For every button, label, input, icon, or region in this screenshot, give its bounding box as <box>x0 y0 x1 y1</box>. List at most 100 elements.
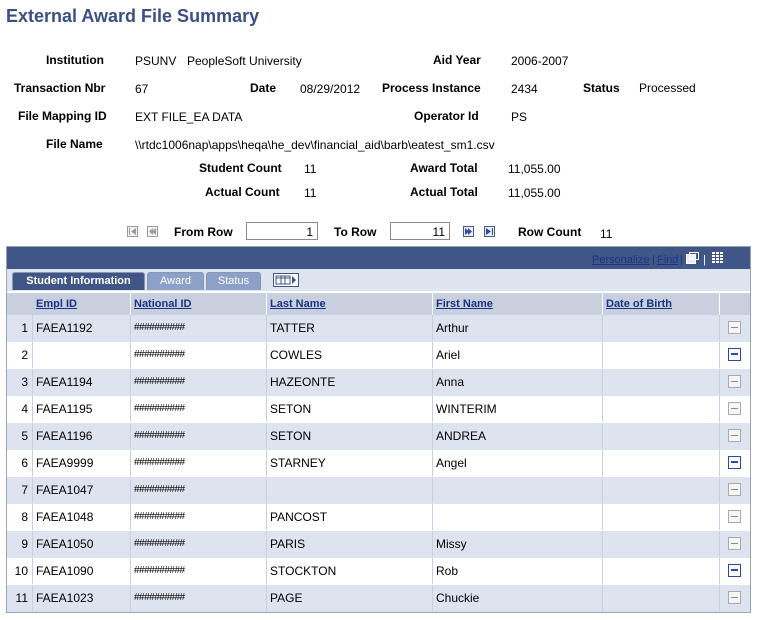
empl-id-cell <box>33 342 131 368</box>
link-separator: | <box>652 254 655 266</box>
file-name-value: \\rtdc1006nap\apps\heqa\he_dev\financial… <box>135 138 495 152</box>
award-total-value: 11,055.00 <box>508 162 561 176</box>
empl-id-cell: FAEA1048 <box>33 504 131 530</box>
institution-code: PSUNV <box>135 54 177 68</box>
aid-year-label: Aid Year <box>433 53 481 67</box>
national-id-cell: ########## <box>131 423 267 449</box>
first-name-cell: Ariel <box>433 342 603 368</box>
delete-row-icon[interactable] <box>728 429 741 442</box>
table-row: 5 FAEA1196 ########## SETON ANDREA <box>7 423 750 450</box>
to-row-input[interactable]: 11 <box>390 222 450 240</box>
grid-title-bar <box>7 247 750 269</box>
file-name-label: File Name <box>46 137 103 151</box>
delete-row-icon[interactable] <box>728 564 741 577</box>
process-instance-label: Process Instance <box>382 81 481 95</box>
previous-page-icon <box>147 226 158 237</box>
national-id-cell: ########## <box>131 450 267 476</box>
column-empl-id[interactable]: Empl ID <box>33 293 131 315</box>
last-name-cell: PAGE <box>267 585 433 611</box>
row-number: 1 <box>7 315 33 341</box>
show-all-columns-icon[interactable] <box>273 273 299 287</box>
delete-row-icon[interactable] <box>728 456 741 469</box>
file-mapping-id-label: File Mapping ID <box>18 109 107 123</box>
from-row-input[interactable]: 1 <box>246 222 318 240</box>
date-of-birth-cell <box>603 396 720 422</box>
operator-id-label: Operator Id <box>414 109 479 123</box>
delete-row-icon[interactable] <box>728 348 741 361</box>
last-name-cell: SETON <box>267 423 433 449</box>
national-id-cell: ########## <box>131 315 267 341</box>
first-name-cell: Angel <box>433 450 603 476</box>
next-page-icon[interactable] <box>463 226 474 237</box>
student-count-value: 11 <box>304 162 317 176</box>
delete-row-icon[interactable] <box>728 537 741 550</box>
link-separator-3: | <box>703 254 706 266</box>
table-row: 3 FAEA1194 ########## HAZEONTE Anna <box>7 369 750 396</box>
new-window-icon[interactable] <box>686 252 699 264</box>
last-page-icon[interactable] <box>484 226 495 237</box>
national-id-cell: ########## <box>131 477 267 503</box>
date-of-birth-cell <box>603 531 720 557</box>
last-name-cell <box>267 477 433 503</box>
personalize-link[interactable]: Personalize <box>592 254 650 266</box>
transaction-nbr-label: Transaction Nbr <box>14 81 106 95</box>
table-row: 10 FAEA1090 ########## STOCKTON Rob <box>7 558 750 585</box>
date-of-birth-cell <box>603 369 720 395</box>
first-name-cell <box>433 477 603 503</box>
row-number: 10 <box>7 558 33 584</box>
to-row-label: To Row <box>334 225 377 239</box>
table-row: 8 FAEA1048 ########## PANCOST <box>7 504 750 531</box>
student-count-label: Student Count <box>199 161 282 175</box>
link-separator-2: | <box>680 254 683 266</box>
status-value: Processed <box>639 81 696 95</box>
find-link[interactable]: Find <box>657 254 679 266</box>
grid-header-row <box>7 293 750 315</box>
delete-row-icon[interactable] <box>728 510 741 523</box>
first-name-cell: ANDREA <box>433 423 603 449</box>
delete-row-icon[interactable] <box>728 483 741 496</box>
first-name-cell: Missy <box>433 531 603 557</box>
delete-row-icon[interactable] <box>728 402 741 415</box>
last-name-cell: STARNEY <box>267 450 433 476</box>
transaction-nbr-value: 67 <box>135 82 149 96</box>
last-name-cell: TATTER <box>267 315 433 341</box>
national-id-cell: ########## <box>131 558 267 584</box>
actual-total-label: Actual Total <box>410 185 478 199</box>
tab-status[interactable]: Status <box>206 272 261 290</box>
download-grid-icon[interactable] <box>712 252 724 264</box>
institution-name: PeopleSoft University <box>187 54 302 68</box>
table-row: 6 FAEA9999 ########## STARNEY Angel <box>7 450 750 477</box>
last-name-cell: STOCKTON <box>267 558 433 584</box>
row-number: 4 <box>7 396 33 422</box>
column-date-of-birth[interactable]: Date of Birth <box>603 293 720 315</box>
row-number: 7 <box>7 477 33 503</box>
column-first-name[interactable]: First Name <box>433 293 603 315</box>
tab-student-information[interactable]: Student Information <box>12 272 145 290</box>
last-name-cell: PARIS <box>267 531 433 557</box>
first-name-cell: Chuckie <box>433 585 603 611</box>
column-national-id[interactable]: National ID <box>131 293 267 315</box>
date-label: Date <box>250 81 277 95</box>
national-id-cell: ########## <box>131 585 267 611</box>
actual-total-value: 11,055.00 <box>508 186 561 200</box>
national-id-cell: ########## <box>131 504 267 530</box>
student-grid: Personalize | Find | | Student Informati… <box>6 246 751 613</box>
table-row: 9 FAEA1050 ########## PARIS Missy <box>7 531 750 558</box>
last-name-cell: HAZEONTE <box>267 369 433 395</box>
first-name-cell: Rob <box>433 558 603 584</box>
empl-id-cell: FAEA1196 <box>33 423 131 449</box>
operator-id-value: PS <box>511 110 528 124</box>
status-label: Status <box>583 81 620 95</box>
tab-award[interactable]: Award <box>147 272 204 290</box>
delete-row-icon[interactable] <box>728 375 741 388</box>
empl-id-cell: FAEA9999 <box>33 450 131 476</box>
date-value: 08/29/2012 <box>300 82 361 96</box>
first-name-cell: Arthur <box>433 315 603 341</box>
column-last-name[interactable]: Last Name <box>267 293 433 315</box>
delete-row-icon[interactable] <box>728 591 741 604</box>
table-row: 4 FAEA1195 ########## SETON WINTERIM <box>7 396 750 423</box>
table-row: 7 FAEA1047 ########## <box>7 477 750 504</box>
row-number: 8 <box>7 504 33 530</box>
national-id-cell: ########## <box>131 369 267 395</box>
delete-row-icon[interactable] <box>728 321 741 334</box>
